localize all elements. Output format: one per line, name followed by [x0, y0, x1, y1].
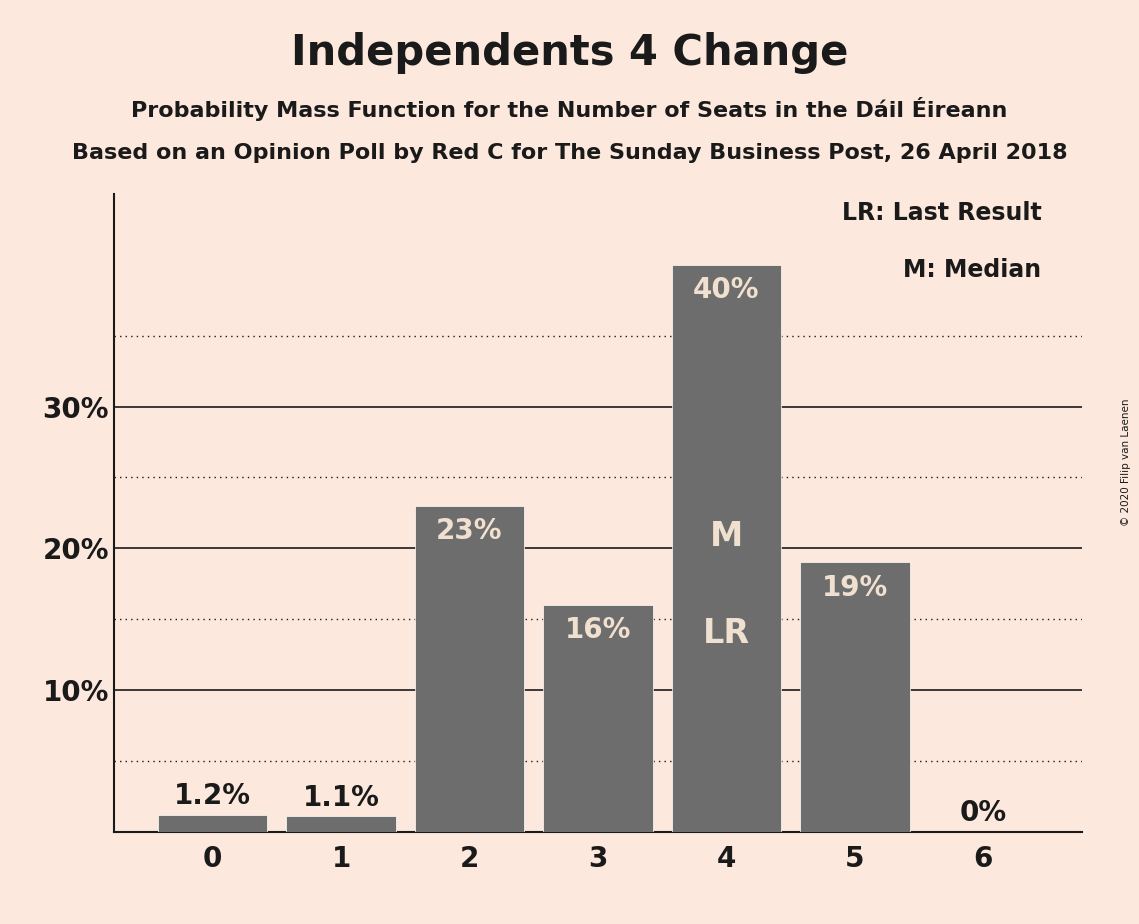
Text: 16%: 16% [565, 616, 631, 644]
Text: © 2020 Filip van Laenen: © 2020 Filip van Laenen [1121, 398, 1131, 526]
Text: Probability Mass Function for the Number of Seats in the Dáil Éireann: Probability Mass Function for the Number… [131, 97, 1008, 121]
Text: 40%: 40% [694, 276, 760, 304]
Text: M: M [710, 520, 743, 553]
Bar [801, 563, 910, 832]
Text: 23%: 23% [436, 517, 502, 545]
Text: M: Median: M: Median [903, 258, 1041, 282]
Bar [415, 505, 524, 832]
Text: 0%: 0% [960, 799, 1007, 827]
Text: LR: Last Result: LR: Last Result [842, 201, 1041, 225]
Text: LR: LR [703, 616, 749, 650]
Bar [672, 265, 781, 832]
Text: 1.1%: 1.1% [303, 784, 379, 812]
Bar [286, 816, 395, 832]
Bar [158, 815, 268, 832]
Text: Based on an Opinion Poll by Red C for The Sunday Business Post, 26 April 2018: Based on an Opinion Poll by Red C for Th… [72, 143, 1067, 164]
Text: 19%: 19% [822, 574, 888, 602]
Text: Independents 4 Change: Independents 4 Change [290, 32, 849, 74]
Bar [543, 605, 653, 832]
Text: 1.2%: 1.2% [174, 783, 251, 810]
